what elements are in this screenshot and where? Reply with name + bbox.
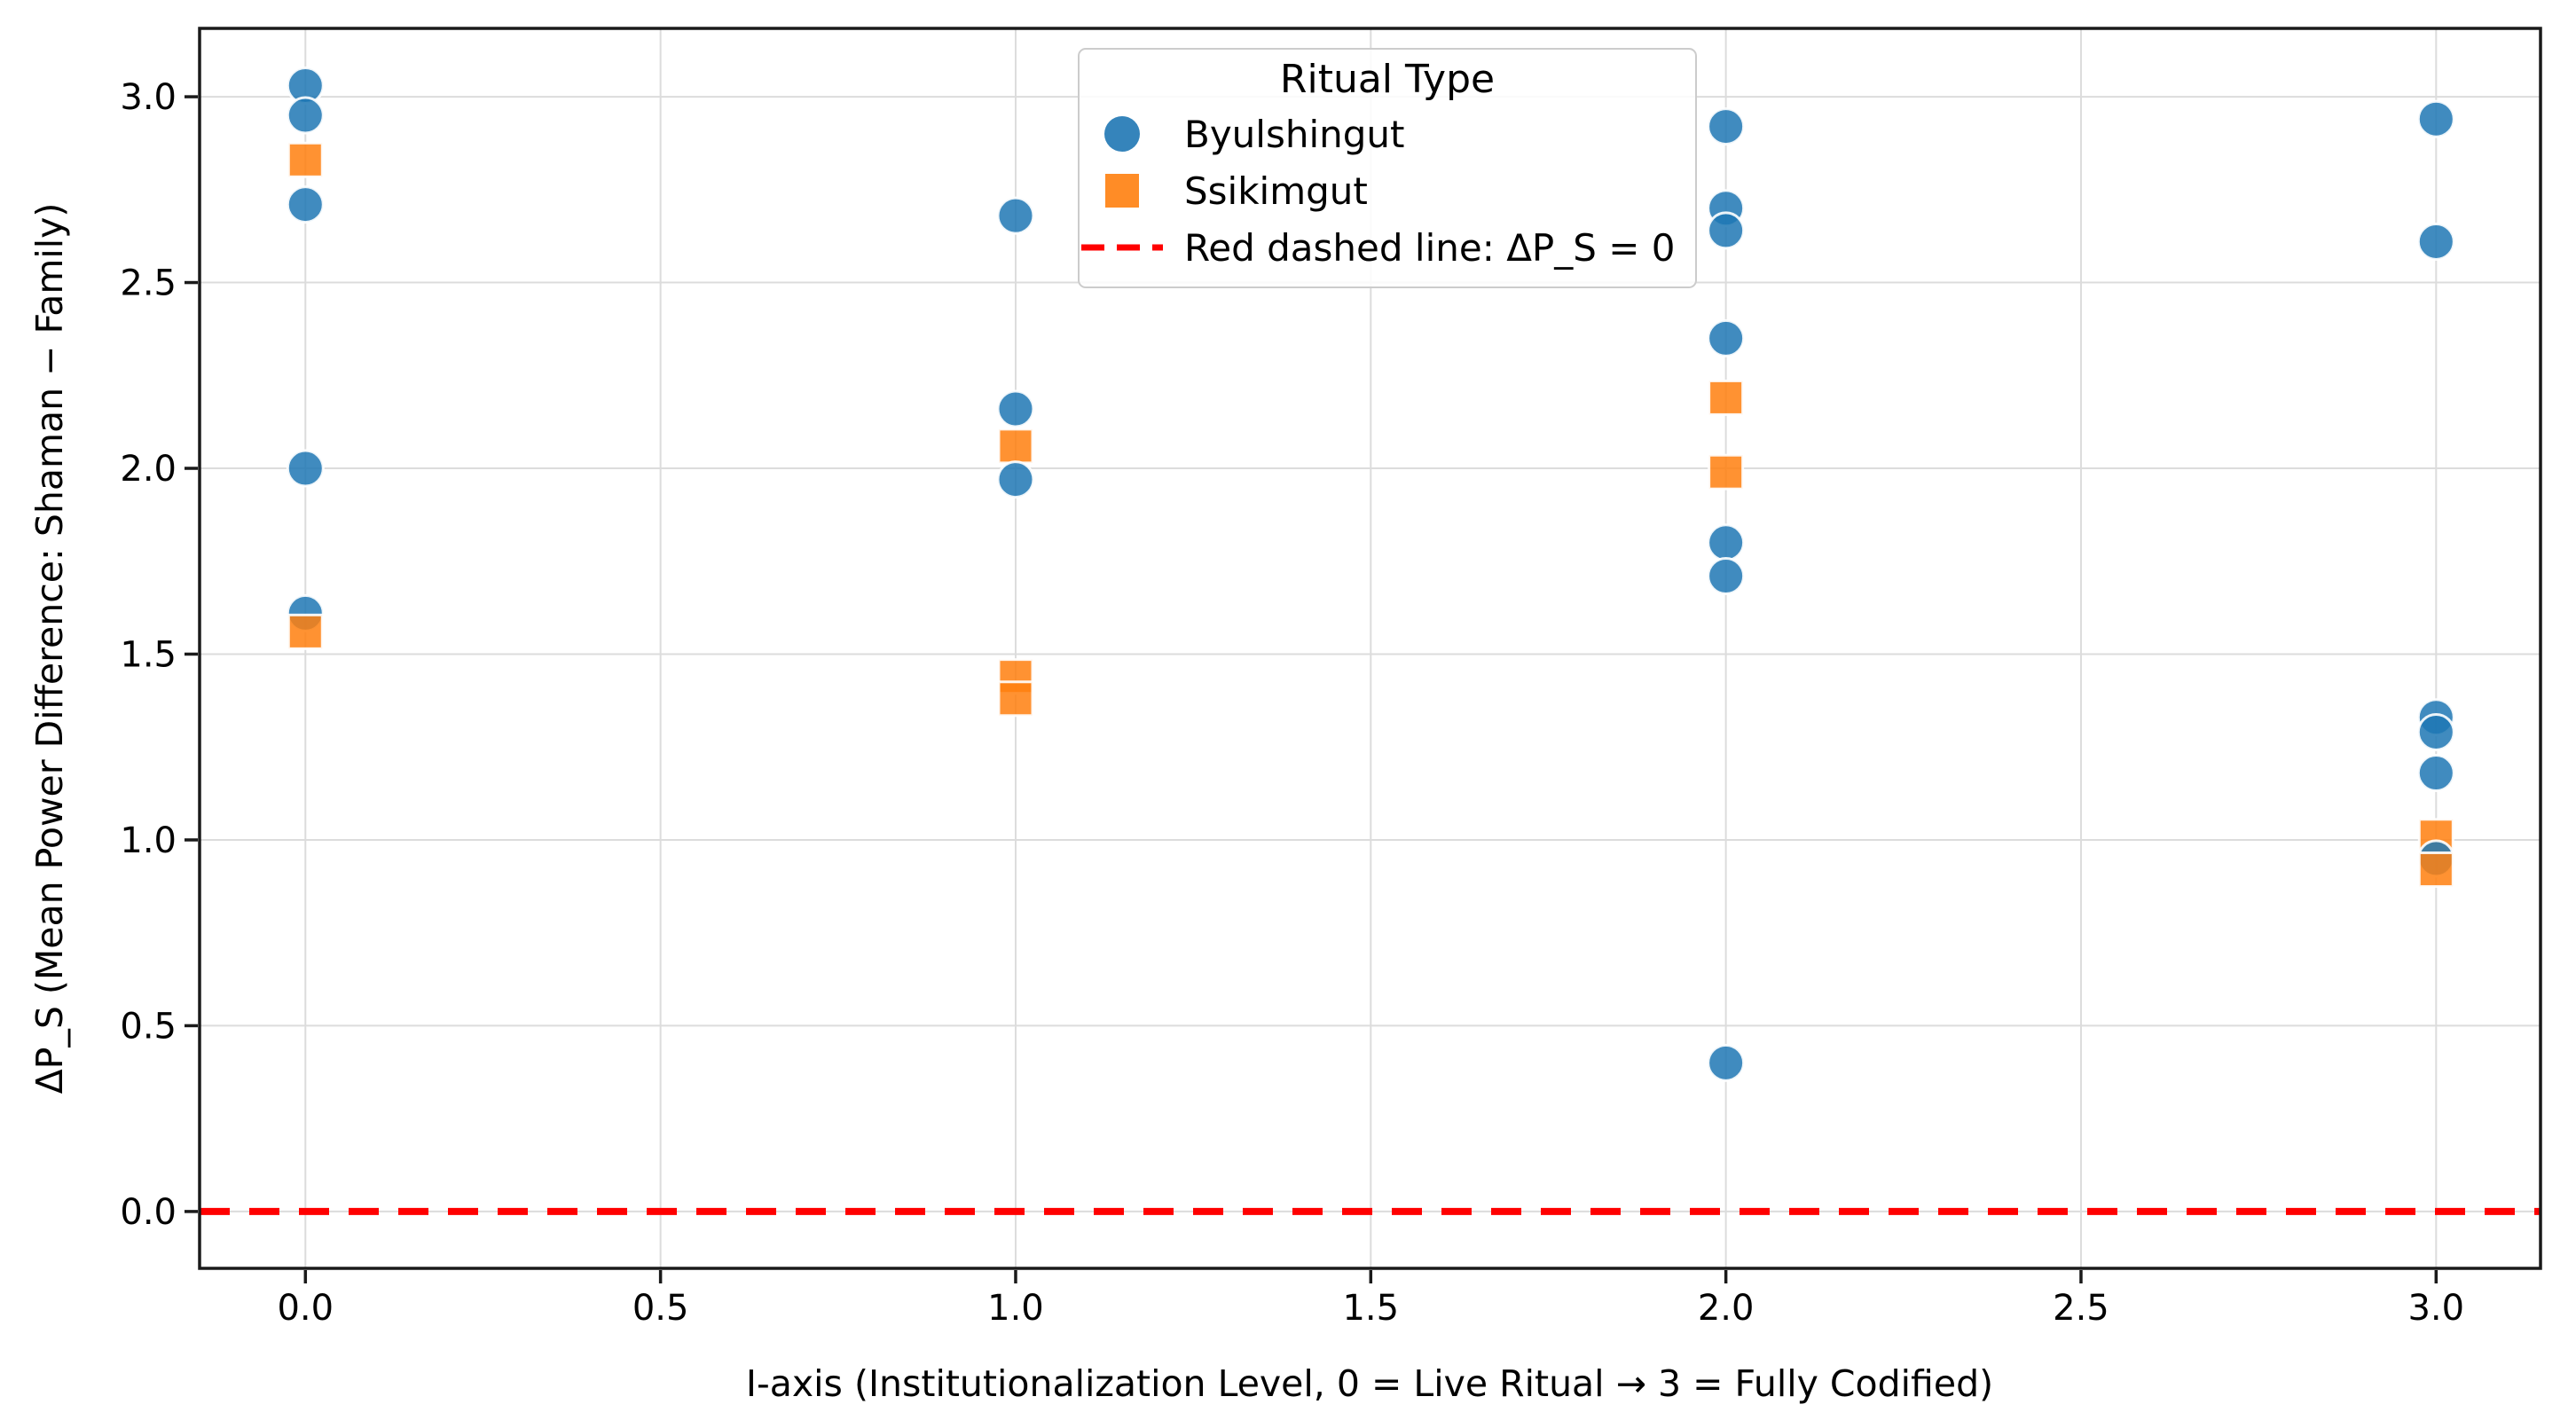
legend-item-zero-line: Red dashed line: ΔP_S = 0 bbox=[1080, 219, 1695, 276]
point-byulshingut bbox=[2416, 712, 2455, 751]
point-ssikimgut bbox=[997, 428, 1034, 465]
x-tick-label: 0.5 bbox=[632, 1288, 689, 1329]
legend-item-byulshingut: Byulshingut bbox=[1080, 106, 1695, 162]
legend: Ritual Type Byulshingut Ssikimgut Red da… bbox=[1078, 48, 1697, 288]
point-byulshingut bbox=[1707, 557, 1746, 596]
point-byulshingut bbox=[286, 449, 325, 488]
point-ssikimgut bbox=[1708, 453, 1745, 490]
point-byulshingut bbox=[996, 460, 1035, 499]
point-byulshingut bbox=[1707, 211, 1746, 250]
legend-item-ssikimgut: Ssikimgut bbox=[1080, 162, 1695, 219]
legend-label-zero-line: Red dashed line: ΔP_S = 0 bbox=[1184, 225, 1676, 270]
x-axis-label: I-axis (Institutionalization Level, 0 = … bbox=[745, 1362, 1994, 1405]
y-tick-label: 1.0 bbox=[120, 820, 177, 861]
x-tick-label: 2.5 bbox=[2053, 1288, 2109, 1329]
point-ssikimgut bbox=[287, 141, 324, 178]
x-tick-label: 1.0 bbox=[987, 1288, 1044, 1329]
x-tick-label: 0.0 bbox=[277, 1288, 334, 1329]
plot-border bbox=[198, 27, 2542, 1270]
point-byulshingut bbox=[1707, 1043, 1746, 1082]
point-byulshingut bbox=[2416, 99, 2455, 138]
x-tick-label: 1.5 bbox=[1342, 1288, 1399, 1329]
point-byulshingut bbox=[1707, 523, 1746, 562]
point-byulshingut bbox=[996, 389, 1035, 428]
y-tick-label: 2.5 bbox=[120, 263, 177, 304]
y-axis: 0.0 0.5 1.0 1.5 2.0 2.5 3.0 bbox=[120, 77, 198, 1233]
x-axis: 0.0 0.5 1.0 1.5 2.0 2.5 3.0 bbox=[277, 1270, 2464, 1329]
data-points bbox=[286, 67, 2455, 1082]
point-ssikimgut bbox=[287, 613, 324, 650]
point-ssikimgut bbox=[1708, 379, 1745, 416]
point-ssikimgut bbox=[2417, 851, 2454, 888]
point-byulshingut bbox=[1707, 107, 1746, 146]
legend-label-byulshingut: Byulshingut bbox=[1184, 112, 1405, 156]
point-byulshingut bbox=[286, 185, 325, 224]
red-dashed-line-icon bbox=[1080, 242, 1165, 253]
y-tick-label: 1.5 bbox=[120, 634, 177, 675]
y-tick-label: 3.0 bbox=[120, 77, 177, 118]
point-byulshingut bbox=[286, 96, 325, 135]
y-axis-label: ΔP_S (Mean Power Difference: Shaman − Fa… bbox=[28, 202, 71, 1095]
legend-title: Ritual Type bbox=[1279, 57, 1496, 102]
x-tick-label: 2.0 bbox=[1698, 1288, 1755, 1329]
point-byulshingut bbox=[1707, 318, 1746, 357]
point-byulshingut bbox=[996, 196, 1035, 235]
byulshingut-circle-icon bbox=[1080, 113, 1165, 155]
y-tick-label: 0.5 bbox=[120, 1006, 177, 1047]
x-tick-label: 3.0 bbox=[2407, 1288, 2464, 1329]
point-byulshingut bbox=[2416, 222, 2455, 261]
ssikimgut-square-icon bbox=[1080, 169, 1165, 212]
point-byulshingut bbox=[2416, 754, 2455, 793]
y-tick-label: 0.0 bbox=[120, 1192, 177, 1233]
point-ssikimgut bbox=[997, 680, 1034, 718]
legend-label-ssikimgut: Ssikimgut bbox=[1184, 169, 1368, 213]
y-tick-label: 2.0 bbox=[120, 449, 177, 490]
